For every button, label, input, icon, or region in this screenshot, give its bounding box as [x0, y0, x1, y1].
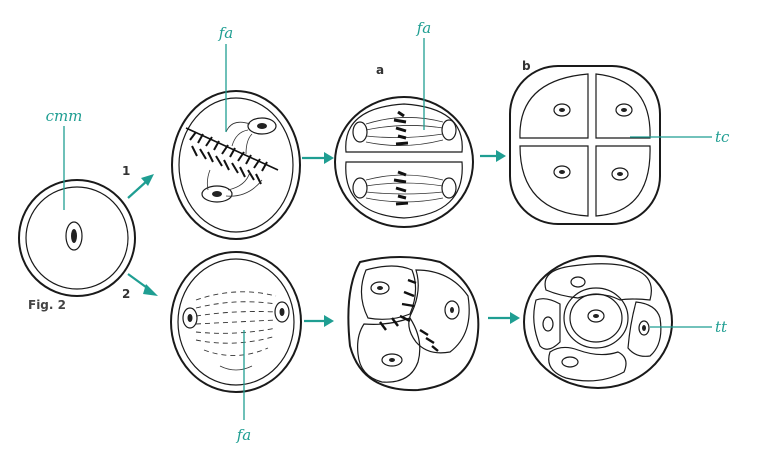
label-tc: tc	[715, 128, 730, 146]
arrow-row2-1-to-2	[304, 315, 334, 327]
label-tt: tt	[715, 318, 728, 336]
label-series-b: b	[522, 59, 531, 73]
mother-cell	[18, 126, 136, 297]
label-series-a: a	[376, 63, 384, 77]
label-fa-mid: fa	[416, 19, 432, 37]
figure-label: Fig. 2	[28, 298, 66, 312]
row1-cell2	[334, 38, 474, 228]
row2-cell3	[523, 255, 712, 389]
label-fa-top: fa	[218, 24, 234, 42]
label-fa-bottom: fa	[236, 426, 252, 444]
label-cmm: cmm	[46, 107, 83, 125]
row1-cell1	[171, 44, 301, 240]
arrow-mother-to-row1	[127, 174, 154, 199]
label-path-2: 2	[122, 287, 130, 301]
row2-cell2	[347, 256, 480, 392]
arrow-mother-to-row2	[127, 273, 158, 296]
label-path-1: 1	[122, 164, 130, 178]
arrow-row1-2-to-3	[480, 150, 506, 162]
arrow-row2-2-to-3	[488, 312, 520, 324]
row1-cell3	[509, 65, 712, 225]
arrow-row1-1-to-2	[302, 152, 334, 164]
row2-cell1	[170, 251, 302, 420]
